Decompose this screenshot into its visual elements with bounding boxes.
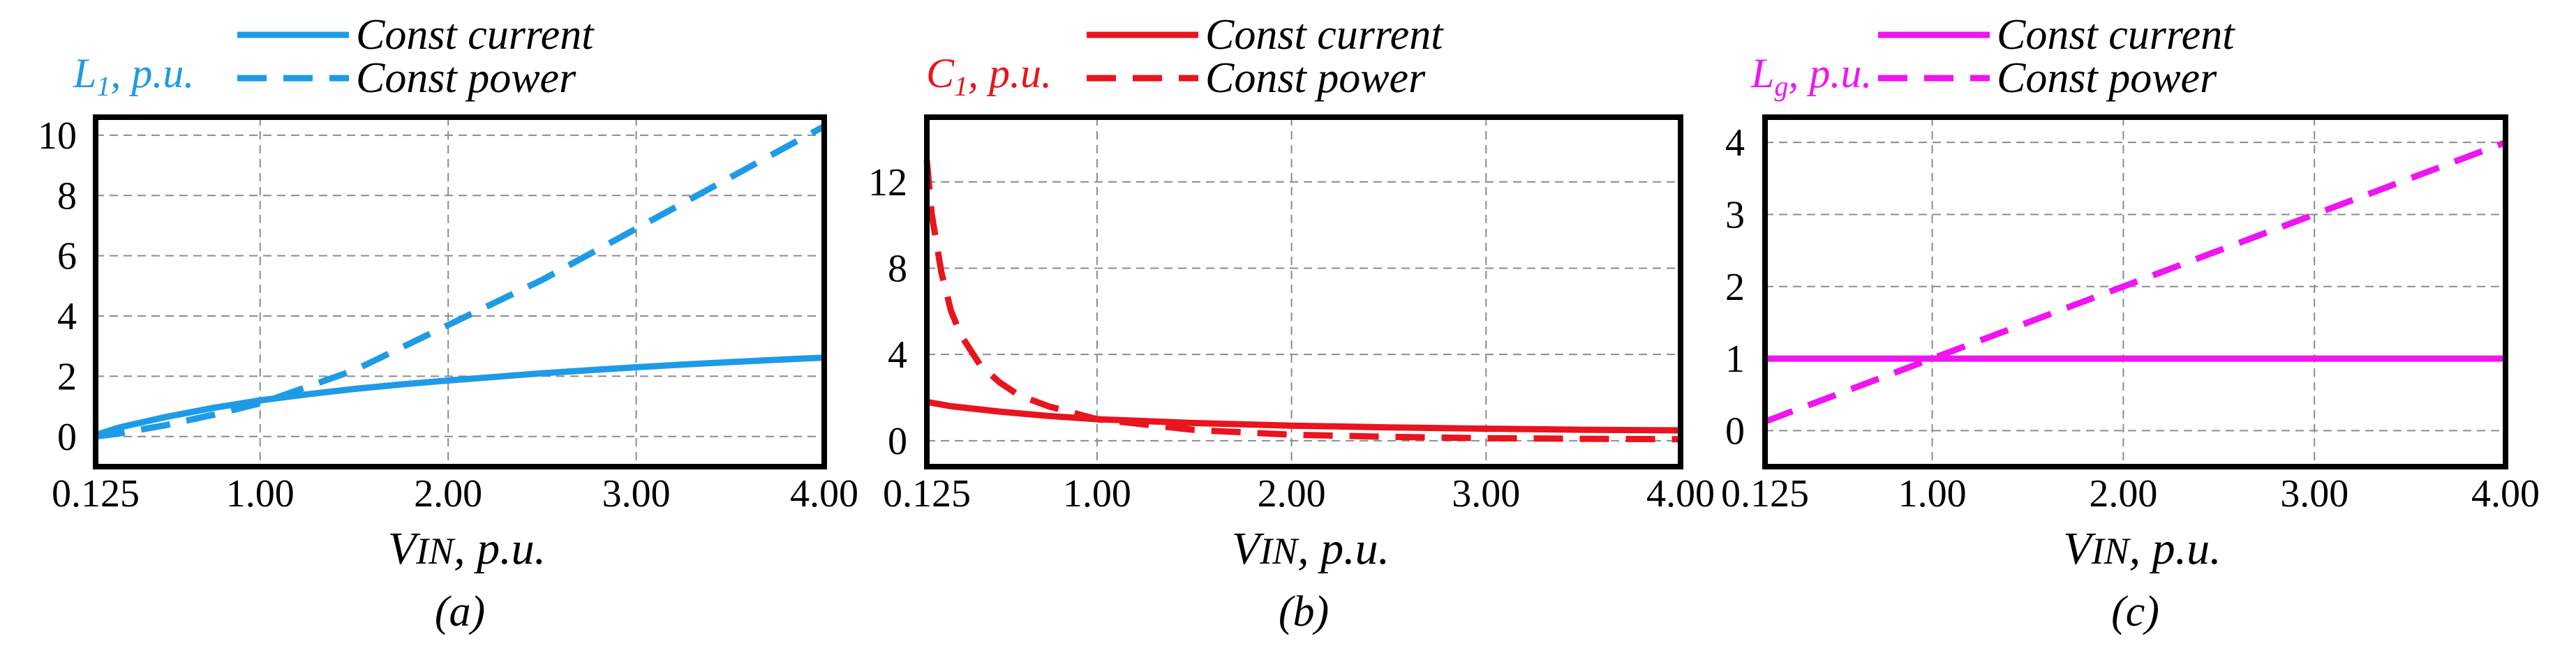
series-line-const-power (95, 123, 826, 440)
legend-label-const-power: Const power (1205, 54, 1426, 102)
series-line-const-power (1764, 139, 2507, 425)
legend-label-const-current: Const current (356, 11, 595, 59)
x-tick-label: 1.00 (226, 472, 295, 515)
x-tick-label: 4.00 (1646, 472, 1715, 515)
plot-frame (1762, 114, 2508, 469)
y-tick-label: 0 (57, 416, 77, 459)
panel-caption: (c) (2111, 588, 2159, 635)
legend-label-const-current: Const current (1997, 11, 2235, 59)
x-axis-label: VIN, p.u. (388, 523, 546, 574)
x-tick-label: 3.00 (602, 472, 671, 515)
legend-label-const-power: Const power (1997, 54, 2217, 102)
y-tick-label: 2 (1725, 266, 1745, 309)
x-tick-label: 0.125 (883, 472, 971, 515)
x-tick-label: 0.125 (52, 472, 140, 515)
panel-caption: (a) (435, 588, 485, 635)
y-tick-label: 4 (1725, 121, 1745, 165)
plot-frame (924, 114, 1683, 469)
x-tick-label: 2.00 (1258, 472, 1326, 515)
y-tick-label: 8 (888, 247, 907, 290)
x-tick-label: 2.00 (2089, 472, 2157, 515)
y-tick-label: 8 (57, 174, 77, 218)
y-tick-label: 12 (868, 161, 907, 204)
legend-label-const-power: Const power (356, 54, 576, 102)
y-tick-label: 0 (1725, 409, 1745, 453)
x-tick-label: 1.00 (1063, 472, 1131, 515)
x-tick-label: 3.00 (1452, 472, 1520, 515)
panel-a: 0.125 1.00 2.00 3.00 4.00 0 2 4 6 8 10 L1, p.u. Cons… (38, 11, 858, 635)
series-line-const-current (926, 398, 1681, 434)
y-axis-label: L1, p.u. (73, 50, 194, 102)
panel-caption: (b) (1279, 588, 1329, 635)
panel-b: 0.125 1.00 2.00 3.00 4.00 0 4 8 12 C1, p.u. Const … (868, 11, 1715, 635)
y-tick-label: 4 (57, 295, 77, 338)
y-tick-label: 10 (38, 114, 77, 158)
y-tick-label: 3 (1725, 193, 1745, 236)
legend-label-const-current: Const current (1205, 11, 1444, 59)
y-tick-label: 4 (888, 333, 907, 377)
y-axis-label: C1, p.u. (926, 50, 1052, 102)
plot-frame (93, 114, 827, 469)
y-axis-label: Lg, p.u. (1750, 50, 1872, 102)
y-tick-label: 1 (1725, 338, 1745, 381)
x-tick-label: 4.00 (2471, 472, 2540, 515)
series-line-const-power (923, 160, 1681, 443)
x-axis-label: VIN, p.u. (1232, 523, 1390, 574)
x-tick-label: 3.00 (2280, 472, 2348, 515)
x-tick-label: 4.00 (790, 472, 858, 515)
y-tick-label: 2 (57, 355, 77, 398)
x-tick-label: 1.00 (1898, 472, 1967, 515)
series-line-const-current (94, 354, 825, 438)
x-axis-label: VIN, p.u. (2063, 523, 2221, 574)
panel-c: 0.125 1.00 2.00 3.00 4.00 0 1 2 3 4Lg, p.u. Const … (1721, 11, 2540, 635)
x-tick-label: 2.00 (414, 472, 482, 515)
x-tick-label: 0.125 (1721, 472, 1809, 515)
y-tick-label: 0 (888, 420, 907, 463)
y-tick-label: 6 (57, 235, 77, 278)
